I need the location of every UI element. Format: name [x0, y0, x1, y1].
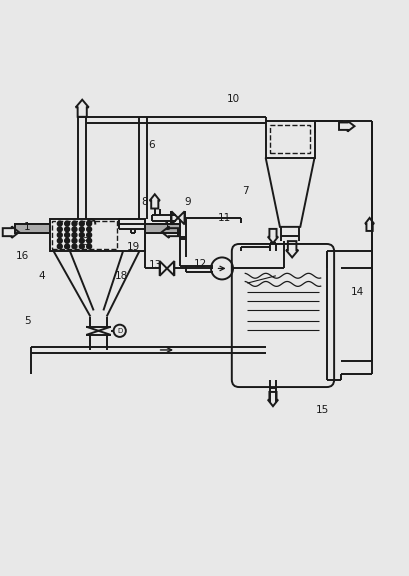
- Bar: [145, 225, 180, 233]
- Bar: [15, 225, 49, 233]
- Text: 4: 4: [38, 271, 45, 281]
- Text: 1: 1: [164, 222, 170, 232]
- Bar: [145, 225, 180, 233]
- Bar: [49, 219, 145, 251]
- Circle shape: [57, 227, 62, 232]
- Bar: [15, 225, 49, 233]
- Circle shape: [72, 227, 77, 232]
- Circle shape: [87, 244, 92, 249]
- Circle shape: [57, 244, 62, 249]
- Text: 9: 9: [184, 198, 191, 207]
- Circle shape: [72, 238, 77, 243]
- Text: D: D: [117, 328, 122, 334]
- Circle shape: [87, 238, 92, 243]
- Text: 5: 5: [24, 316, 31, 327]
- Bar: [52, 221, 117, 249]
- Text: 11: 11: [218, 213, 231, 223]
- Circle shape: [57, 233, 62, 237]
- Circle shape: [72, 244, 77, 249]
- Text: 13: 13: [149, 260, 162, 270]
- Text: 19: 19: [126, 242, 140, 252]
- Text: 12: 12: [194, 259, 207, 268]
- Circle shape: [65, 221, 70, 226]
- Text: 8: 8: [142, 198, 148, 207]
- Text: 6: 6: [148, 139, 155, 150]
- Bar: [265, 121, 315, 158]
- Circle shape: [79, 238, 84, 243]
- Circle shape: [79, 244, 84, 249]
- Text: 18: 18: [114, 271, 128, 281]
- Circle shape: [87, 221, 92, 226]
- Circle shape: [79, 221, 84, 226]
- Text: 10: 10: [227, 94, 240, 104]
- Circle shape: [72, 221, 77, 226]
- Circle shape: [65, 238, 70, 243]
- Circle shape: [65, 233, 70, 237]
- Circle shape: [72, 233, 77, 237]
- Text: 7: 7: [242, 186, 249, 196]
- Circle shape: [87, 233, 92, 237]
- Text: 15: 15: [316, 406, 329, 415]
- Circle shape: [65, 244, 70, 249]
- Text: 1: 1: [24, 222, 31, 232]
- Text: 16: 16: [16, 251, 29, 261]
- Circle shape: [57, 221, 62, 226]
- Circle shape: [57, 238, 62, 243]
- Circle shape: [79, 233, 84, 237]
- Circle shape: [79, 227, 84, 232]
- Bar: [270, 125, 310, 153]
- Text: 14: 14: [351, 287, 364, 297]
- Circle shape: [65, 227, 70, 232]
- Circle shape: [87, 227, 92, 232]
- Text: 3: 3: [82, 237, 88, 247]
